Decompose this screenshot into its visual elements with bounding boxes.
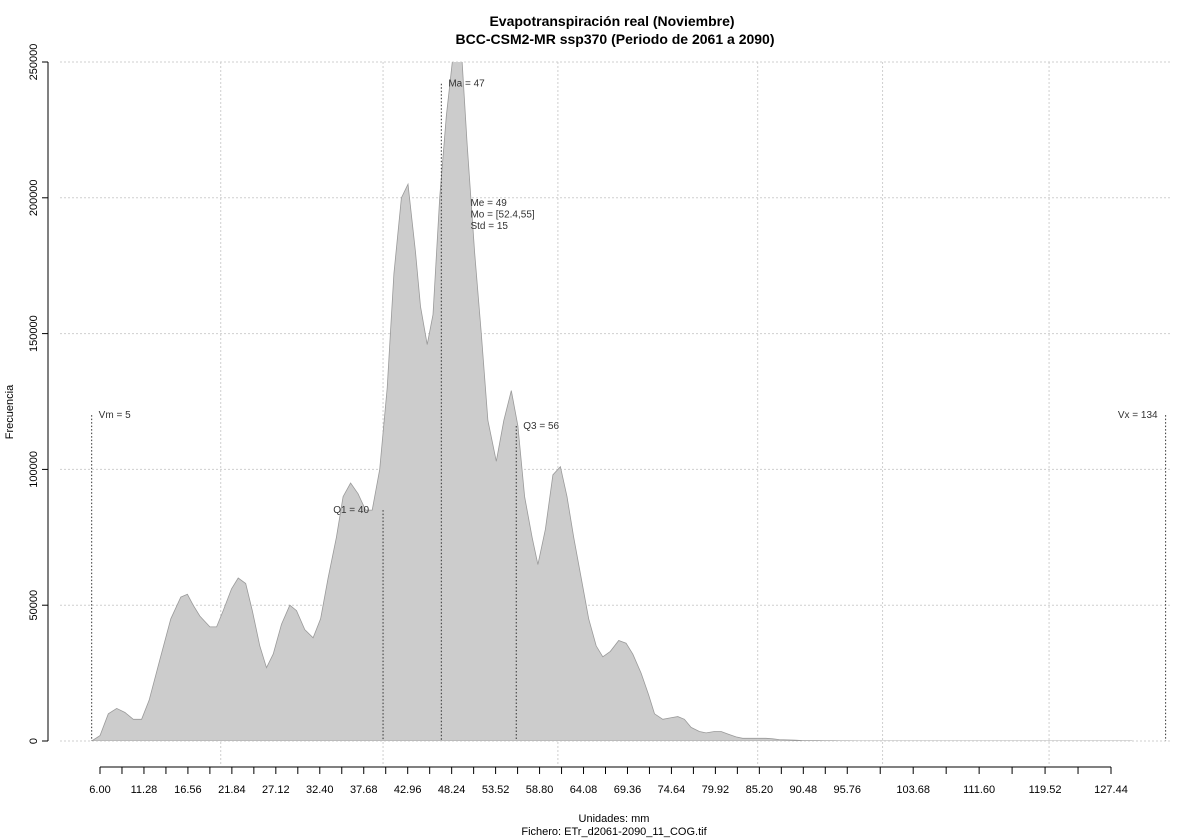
- x-tick-label-3: 21.84: [218, 784, 246, 796]
- x-tick-label-12: 69.36: [614, 784, 642, 796]
- x-tick-label-13: 74.64: [658, 784, 686, 796]
- x-tick-label-10: 58.80: [526, 784, 554, 796]
- x-axis-label: Unidades: mm: [579, 813, 650, 825]
- y-tick-label-3: 150000: [28, 315, 40, 352]
- x-tick-label-6: 37.68: [350, 784, 378, 796]
- x-tick-label-9: 53.52: [482, 784, 510, 796]
- y-tick-label-0: 0: [28, 738, 40, 744]
- y-axis-label: Frecuencia: [4, 384, 16, 439]
- x-tick-label-1: 11.28: [131, 784, 158, 796]
- axes: 0 50000 100000 150000 200000 250000 6.00 11.28 1…: [28, 44, 1128, 796]
- density-area: [91, 62, 1133, 741]
- x-tick-label-2: 16.56: [174, 784, 202, 796]
- vx-label: Vx = 134: [1118, 410, 1158, 421]
- chart-subtitle: BCC-CSM2-MR ssp370 (Periodo de 2061 a 20…: [456, 31, 775, 47]
- chart-title: Evapotranspiración real (Noviembre): [489, 13, 734, 29]
- x-tick-label-17: 95.76: [833, 784, 861, 796]
- x-tick-label-7: 42.96: [394, 784, 422, 796]
- vm-label: Vm = 5: [99, 410, 131, 421]
- x-tick-label-0: 6.00: [89, 784, 110, 796]
- x-tick-label-14: 79.92: [702, 784, 730, 796]
- annotation-layer: Vm = 5 Q1 = 40 Ma = 47 Q3 = 56 Vx = 134 Me = …: [91, 79, 1167, 741]
- x-tick-label-21: 127.44: [1094, 784, 1128, 796]
- ma-label: Ma = 47: [448, 79, 485, 90]
- x-tick-label-8: 48.24: [438, 784, 466, 796]
- density-area-group: [91, 62, 1133, 741]
- y-tick-label-1: 50000: [28, 590, 40, 621]
- x-tick-label-4: 27.12: [262, 784, 290, 796]
- x-tick-label-5: 32.40: [306, 784, 334, 796]
- q3-label: Q3 = 56: [523, 421, 559, 432]
- x-tick-label-16: 90.48: [790, 784, 818, 796]
- file-caption: Fichero: ETr_d2061-2090_11_COG.tif: [521, 826, 707, 838]
- y-tick-label-2: 100000: [28, 451, 40, 488]
- stats-line-0: Me = 49: [470, 198, 507, 209]
- x-tick-label-15: 85.20: [746, 784, 774, 796]
- x-tick-label-19: 111.60: [963, 784, 995, 796]
- x-tick-label-20: 119.52: [1029, 784, 1062, 796]
- x-tick-label-18: 103.68: [896, 784, 930, 796]
- y-tick-label-4: 200000: [28, 179, 40, 216]
- q1-label: Q1 = 40: [333, 505, 369, 516]
- stats-line-2: Std = 15: [470, 221, 508, 232]
- y-tick-label-5: 250000: [28, 44, 40, 81]
- x-tick-label-11: 64.08: [570, 784, 598, 796]
- stats-line-1: Mo = [52.4,55]: [470, 209, 534, 220]
